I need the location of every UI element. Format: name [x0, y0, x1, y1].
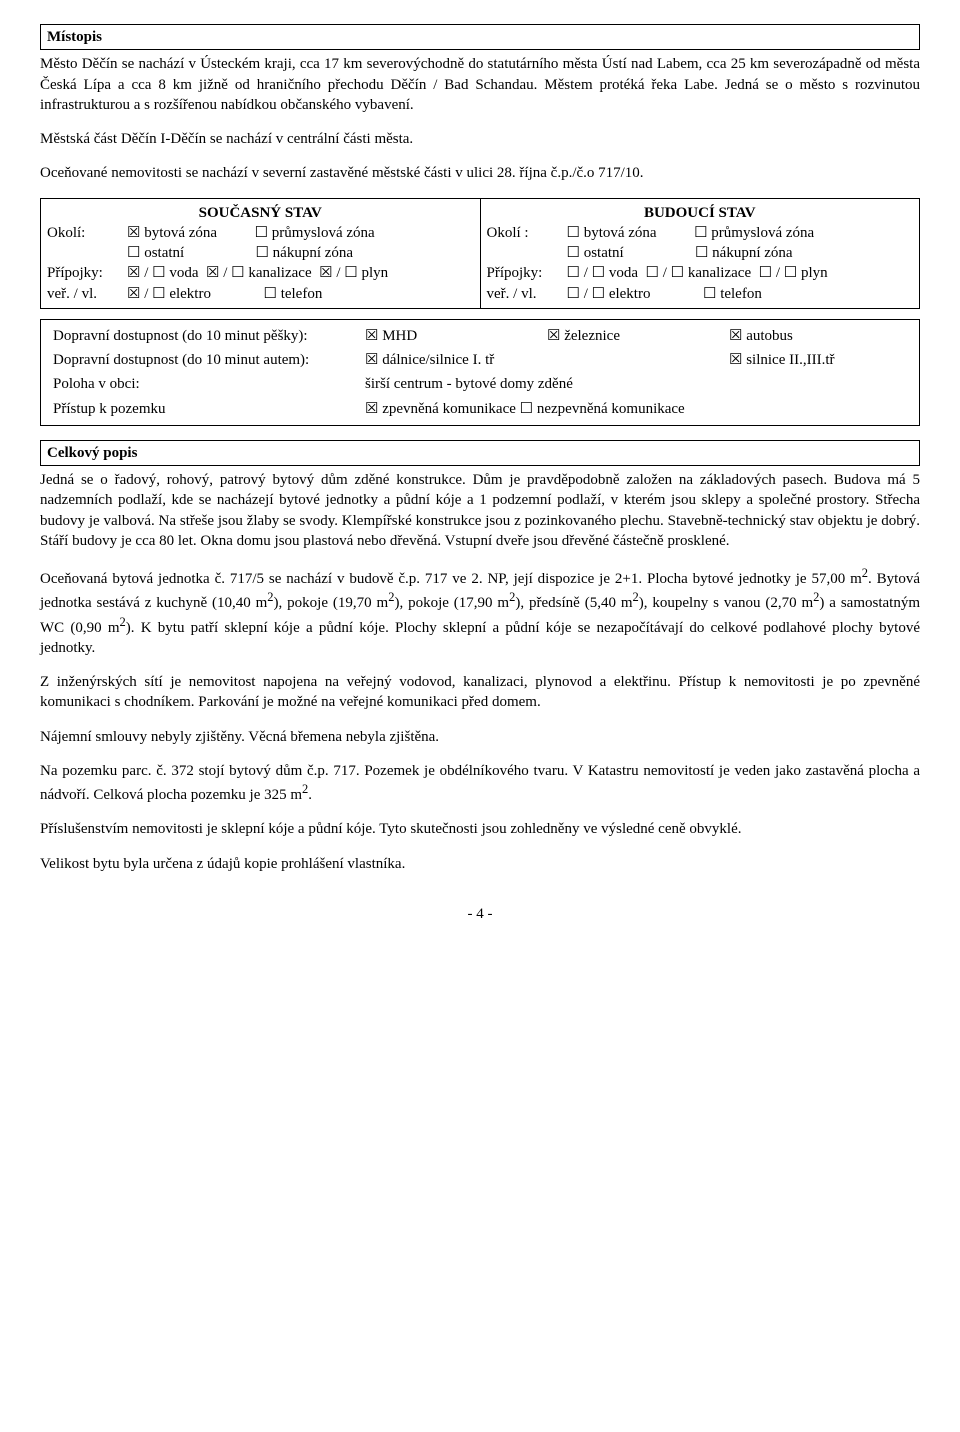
plyn-label: plyn — [801, 265, 828, 281]
celkovy-para7: Velikost bytu byla určena z údajů kopie … — [40, 854, 920, 874]
checkbox-icon: ☐ — [646, 264, 659, 281]
pripojky-label: Přípojky: — [487, 263, 567, 283]
mistopis-para2: Městská část Děčín I-Děčín se nachází v … — [40, 129, 920, 149]
checkbox-icon: ☐ — [695, 244, 708, 261]
transport-row2-label: Dopravní dostupnost (do 10 minut autem): — [47, 348, 359, 372]
checkbox-icon: ☐ — [567, 224, 580, 241]
checkbox-icon: ☐ — [520, 400, 533, 417]
checkbox-icon: ☐ — [255, 244, 268, 261]
checkbox-icon: ☐ — [592, 264, 605, 281]
telefon-label: telefon — [720, 286, 762, 302]
plyn-label: plyn — [361, 265, 388, 281]
nakupni-label: nákupní zóna — [712, 245, 792, 261]
checkbox-icon: ☒ — [729, 351, 742, 368]
checkbox-icon: ☐ — [152, 285, 165, 302]
dalnice-label: dálnice/silnice I. tř — [382, 352, 494, 368]
checkbox-icon: ☐ — [694, 224, 707, 241]
celkovy-para1: Jedná se o řadový, rohový, patrový bytov… — [40, 470, 920, 551]
bytova-label: bytová zóna — [584, 225, 657, 241]
voda-label: voda — [169, 265, 198, 281]
checkbox-icon: ☒ — [127, 285, 140, 302]
zpevnena-label: zpevněná komunikace — [382, 401, 516, 417]
checkbox-icon: ☒ — [365, 400, 378, 417]
ostatni-label: ostatní — [584, 245, 624, 261]
transport-row1-label: Dopravní dostupnost (do 10 minut pěšky): — [47, 324, 359, 348]
celkovy-para3: Z inženýrských sítí je nemovitost napoje… — [40, 672, 920, 713]
kanal-label: kanalizace — [688, 265, 751, 281]
telefon-label: telefon — [281, 286, 323, 302]
transport-box: Dopravní dostupnost (do 10 minut pěšky):… — [40, 319, 920, 426]
checkbox-icon: ☒ — [319, 264, 332, 281]
checkbox-icon: ☒ — [127, 264, 140, 281]
okoli-label: Okolí: — [47, 223, 127, 243]
silnice2-label: silnice II.,III.tř — [746, 352, 834, 368]
checkbox-icon: ☐ — [127, 244, 140, 261]
mistopis-para1: Město Děčín se nachází v Ústeckém kraji,… — [40, 54, 920, 115]
future-stav-title: BUDOUCÍ STAV — [487, 203, 914, 223]
autobus-label: autobus — [746, 328, 793, 344]
checkbox-icon: ☒ — [365, 327, 378, 344]
checkbox-icon: ☐ — [344, 264, 357, 281]
checkbox-icon: ☒ — [729, 327, 742, 344]
ver-label: veř. / vl. — [47, 284, 127, 304]
celkovy-box: Celkový popis — [40, 440, 920, 466]
checkbox-icon: ☒ — [365, 351, 378, 368]
kanal-label: kanalizace — [248, 265, 311, 281]
checkbox-icon: ☐ — [263, 285, 276, 302]
celkovy-title: Celkový popis — [47, 445, 137, 461]
checkbox-icon: ☐ — [592, 285, 605, 302]
mhd-label: MHD — [382, 328, 417, 344]
page-number: - 4 - — [40, 904, 920, 924]
pripojky-label: Přípojky: — [47, 263, 127, 283]
elektro-label: elektro — [169, 286, 211, 302]
checkbox-icon: ☐ — [671, 264, 684, 281]
bytova-label: bytová zóna — [144, 225, 217, 241]
checkbox-icon: ☒ — [127, 224, 140, 241]
checkbox-icon: ☐ — [152, 264, 165, 281]
checkbox-icon: ☐ — [567, 285, 580, 302]
prumysl-label: průmyslová zóna — [711, 225, 814, 241]
mistopis-para3: Oceňované nemovitosti se nachází v sever… — [40, 163, 920, 183]
elektro-label: elektro — [609, 286, 651, 302]
mistopis-box: Místopis — [40, 24, 920, 50]
celkovy-para4: Nájemní smlouvy nebyly zjištěny. Věcná b… — [40, 727, 920, 747]
poloha-label: Poloha v obci: — [47, 372, 359, 396]
mistopis-title: Místopis — [47, 29, 102, 45]
nezpevnena-label: nezpevněná komunikace — [537, 401, 685, 417]
checkbox-icon: ☐ — [759, 264, 772, 281]
poloha-value: širší centrum - bytové domy zděné — [359, 372, 913, 396]
stav-table: SOUČASNÝ STAV Okolí: ☒ bytová zóna ☐ prů… — [40, 198, 920, 309]
celkovy-para2: Oceňovaná bytová jednotka č. 717/5 se na… — [40, 565, 920, 658]
checkbox-icon: ☒ — [547, 327, 560, 344]
celkovy-para5: Na pozemku parc. č. 372 stojí bytový dům… — [40, 761, 920, 806]
prumysl-label: průmyslová zóna — [272, 225, 375, 241]
ostatni-label: ostatní — [144, 245, 184, 261]
checkbox-icon: ☐ — [703, 285, 716, 302]
current-stav-title: SOUČASNÝ STAV — [47, 203, 474, 223]
checkbox-icon: ☐ — [255, 224, 268, 241]
zeleznice-label: železnice — [564, 328, 620, 344]
checkbox-icon: ☐ — [567, 244, 580, 261]
checkbox-icon: ☐ — [231, 264, 244, 281]
pristup-label: Přístup k pozemku — [47, 397, 359, 421]
checkbox-icon: ☐ — [567, 264, 580, 281]
checkbox-icon: ☒ — [206, 264, 219, 281]
ver-label: veř. / vl. — [487, 284, 567, 304]
celkovy-para6: Příslušenstvím nemovitosti je sklepní kó… — [40, 819, 920, 839]
nakupni-label: nákupní zóna — [273, 245, 353, 261]
okoli2-label: Okolí : — [487, 223, 567, 243]
voda-label: voda — [609, 265, 638, 281]
checkbox-icon: ☐ — [784, 264, 797, 281]
